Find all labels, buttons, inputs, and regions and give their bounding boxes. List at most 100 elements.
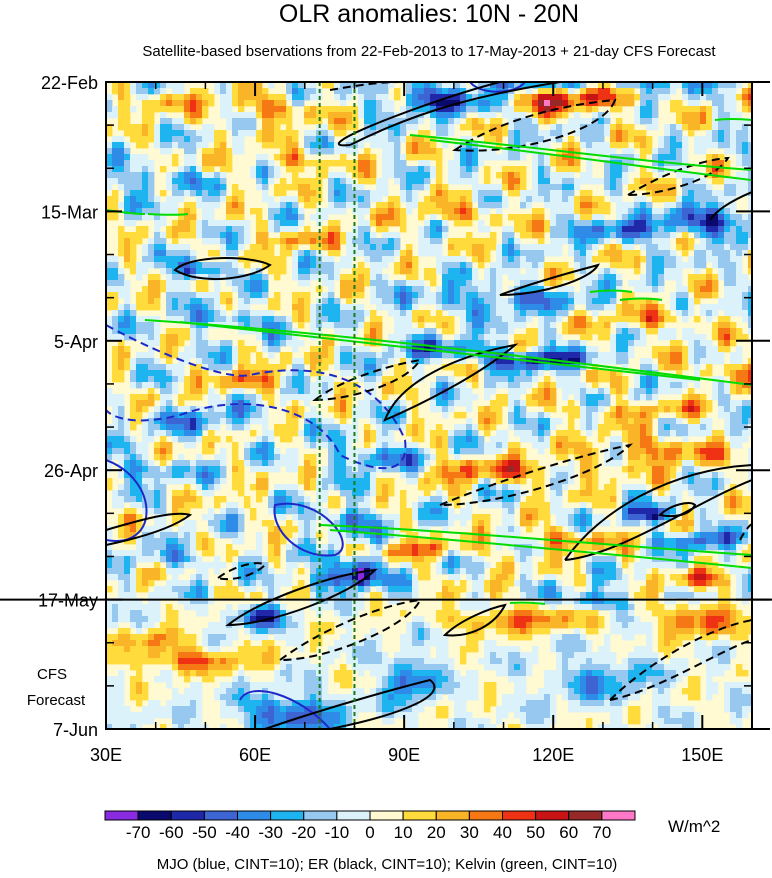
anomaly-cell xyxy=(238,202,245,209)
anomaly-cell xyxy=(418,142,425,149)
anomaly-cell xyxy=(454,256,461,263)
anomaly-cell xyxy=(118,136,125,143)
anomaly-cell xyxy=(166,412,173,419)
anomaly-cell xyxy=(622,142,629,149)
anomaly-cell xyxy=(550,124,557,131)
anomaly-cell xyxy=(106,160,113,167)
anomaly-cell xyxy=(688,184,695,191)
anomaly-cell xyxy=(304,142,311,149)
anomaly-cell xyxy=(484,298,491,305)
anomaly-cell xyxy=(196,364,203,371)
anomaly-cell xyxy=(424,82,431,89)
anomaly-cell xyxy=(454,160,461,167)
anomaly-cell xyxy=(364,358,371,365)
anomaly-cell xyxy=(382,154,389,161)
anomaly-cell xyxy=(508,304,515,311)
anomaly-cell xyxy=(262,256,269,263)
anomaly-cell xyxy=(238,298,245,305)
anomaly-cell xyxy=(556,244,563,251)
anomaly-cell xyxy=(190,310,197,317)
anomaly-cell xyxy=(406,256,413,263)
anomaly-cell xyxy=(238,280,245,287)
anomaly-cell xyxy=(610,178,617,185)
anomaly-cell xyxy=(580,310,587,317)
anomaly-cell xyxy=(130,418,137,425)
anomaly-cell xyxy=(364,130,371,137)
anomaly-cell xyxy=(310,274,317,281)
anomaly-cell xyxy=(454,202,461,209)
anomaly-cell xyxy=(550,184,557,191)
anomaly-cell xyxy=(190,160,197,167)
anomaly-cell xyxy=(712,196,719,203)
anomaly-cell xyxy=(292,214,299,221)
anomaly-cell xyxy=(562,238,569,245)
anomaly-cell xyxy=(460,280,467,287)
anomaly-cell xyxy=(430,154,437,161)
anomaly-cell xyxy=(148,364,155,371)
anomaly-cell xyxy=(718,136,725,143)
anomaly-cell xyxy=(748,136,752,143)
anomaly-cell xyxy=(190,346,197,353)
anomaly-cell xyxy=(604,220,611,227)
anomaly-cell xyxy=(442,268,449,275)
anomaly-cell xyxy=(220,346,227,353)
anomaly-cell xyxy=(520,136,527,143)
anomaly-cell xyxy=(190,382,197,389)
anomaly-cell xyxy=(358,232,365,239)
anomaly-cell xyxy=(748,142,752,149)
anomaly-cell xyxy=(550,214,557,221)
anomaly-cell xyxy=(502,184,509,191)
anomaly-cell xyxy=(442,280,449,287)
anomaly-cell xyxy=(622,82,629,89)
anomaly-cell xyxy=(388,340,395,347)
anomaly-cell xyxy=(334,298,341,305)
anomaly-cell xyxy=(286,118,293,125)
anomaly-cell xyxy=(472,148,479,155)
anomaly-cell xyxy=(220,130,227,137)
anomaly-cell xyxy=(208,250,215,257)
anomaly-cell xyxy=(652,226,659,233)
anomaly-cell xyxy=(466,214,473,221)
anomaly-cell xyxy=(166,256,173,263)
anomaly-cell xyxy=(358,88,365,95)
anomaly-cell xyxy=(526,196,533,203)
anomaly-cell xyxy=(274,172,281,179)
anomaly-cell xyxy=(496,328,503,335)
anomaly-cell xyxy=(250,280,257,287)
anomaly-cell xyxy=(382,124,389,131)
anomaly-cell xyxy=(382,160,389,167)
anomaly-cell xyxy=(136,82,143,89)
anomaly-cell xyxy=(568,220,575,227)
anomaly-cell xyxy=(280,316,287,323)
anomaly-cell xyxy=(358,322,365,329)
anomaly-cell xyxy=(568,406,575,413)
anomaly-cell xyxy=(646,364,653,371)
anomaly-cell xyxy=(298,154,305,161)
anomaly-cell xyxy=(352,244,359,251)
anomaly-cell xyxy=(196,376,203,383)
anomaly-cell xyxy=(394,370,401,377)
anomaly-cell xyxy=(514,136,521,143)
anomaly-cell xyxy=(136,364,143,371)
anomaly-cell xyxy=(172,304,179,311)
anomaly-cell xyxy=(466,136,473,143)
anomaly-cell xyxy=(694,268,701,275)
anomaly-cell xyxy=(706,82,713,89)
anomaly-cell xyxy=(736,148,743,155)
anomaly-cell xyxy=(658,280,665,287)
anomaly-cell xyxy=(526,142,533,149)
anomaly-cell xyxy=(736,382,743,389)
anomaly-cell xyxy=(442,328,449,335)
anomaly-cell xyxy=(346,304,353,311)
anomaly-cell xyxy=(496,418,503,425)
anomaly-cell xyxy=(280,358,287,365)
anomaly-cell xyxy=(394,238,401,245)
anomaly-cell xyxy=(214,310,221,317)
anomaly-cell xyxy=(748,268,752,275)
anomaly-cell xyxy=(172,178,179,185)
anomaly-cell xyxy=(688,262,695,269)
anomaly-cell xyxy=(742,142,749,149)
anomaly-cell xyxy=(484,136,491,143)
anomaly-cell xyxy=(316,160,323,167)
anomaly-cell xyxy=(556,82,563,89)
